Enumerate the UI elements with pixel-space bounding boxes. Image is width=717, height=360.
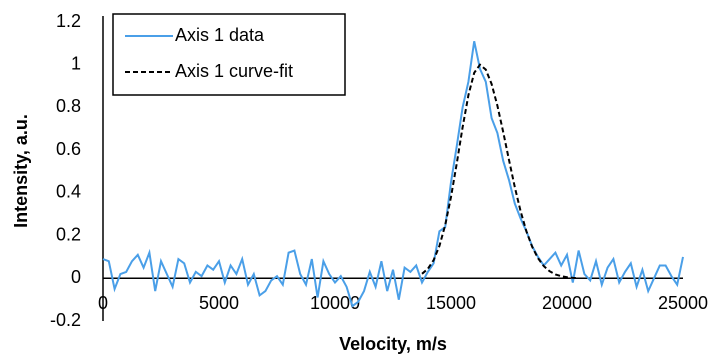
x-tick-label: 15000: [426, 293, 476, 313]
x-tick-label: 20000: [542, 293, 592, 313]
x-tick-label: 10000: [310, 293, 360, 313]
y-tick-label: 1.2: [56, 11, 81, 31]
legend-label: Axis 1 curve-fit: [175, 61, 293, 81]
y-tick-label: 0.8: [56, 96, 81, 116]
y-tick-label: 0.2: [56, 224, 81, 244]
x-tick-label: 25000: [658, 293, 708, 313]
series-line: [102, 41, 684, 308]
y-tick-label: 0.4: [56, 182, 81, 202]
y-tick-label: 1: [71, 53, 81, 73]
series-line: [421, 63, 579, 280]
y-tick-label: -0.2: [50, 310, 81, 330]
y-tick-label: 0: [71, 267, 81, 287]
y-axis-title: Intensity, a.u.: [11, 114, 31, 228]
legend-label: Axis 1 data: [175, 25, 265, 45]
x-tick-label: 5000: [199, 293, 239, 313]
legend-box: [112, 13, 346, 96]
x-axis-title: Velocity, m/s: [339, 334, 447, 354]
y-tick-label: 0.6: [56, 139, 81, 159]
